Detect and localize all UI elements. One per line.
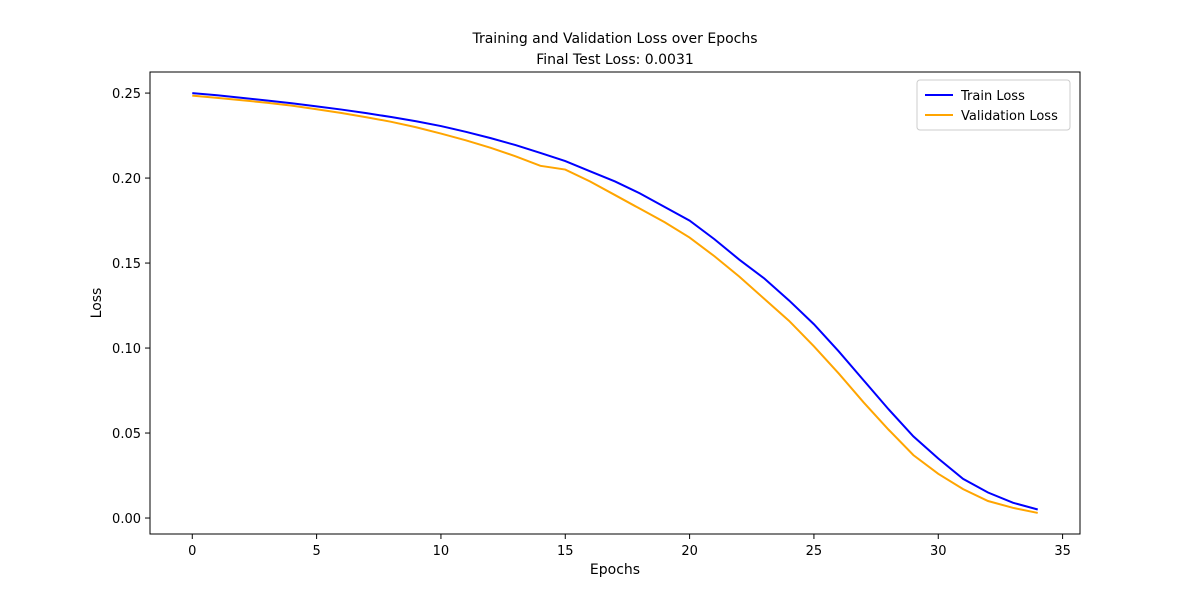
plot-frame bbox=[149, 71, 1081, 535]
line-series bbox=[192, 94, 1038, 514]
line-series bbox=[192, 92, 1038, 511]
x-axis-label: Epochs bbox=[590, 562, 640, 578]
chart-subtitle: Final Test Loss: 0.0031 bbox=[536, 52, 694, 68]
y-axis-label: Loss bbox=[89, 288, 105, 319]
y-tick-label: 0.15 bbox=[112, 257, 141, 272]
chart-title: Training and Validation Loss over Epochs bbox=[471, 31, 757, 47]
x-tick-label: 5 bbox=[312, 544, 320, 559]
y-tick-label: 0.00 bbox=[112, 512, 141, 527]
x-tick-label: 0 bbox=[188, 544, 196, 559]
y-tick-label: 0.20 bbox=[112, 172, 141, 187]
x-tick-label: 20 bbox=[681, 544, 698, 559]
legend-label: Validation Loss bbox=[961, 109, 1058, 124]
legend: Train Loss Validation Loss bbox=[916, 79, 1071, 131]
x-tick-label: 30 bbox=[930, 544, 947, 559]
x-tick-label: 35 bbox=[1054, 544, 1071, 559]
legend-label: Train Loss bbox=[960, 89, 1025, 104]
y-tick-label: 0.25 bbox=[112, 87, 141, 102]
y-tick-label: 0.10 bbox=[112, 342, 141, 357]
y-tick-label: 0.05 bbox=[112, 427, 141, 442]
x-tick-label: 25 bbox=[806, 544, 823, 559]
legend-box bbox=[916, 79, 1071, 131]
x-tick-label: 10 bbox=[433, 544, 450, 559]
x-tick-label: 15 bbox=[557, 544, 574, 559]
